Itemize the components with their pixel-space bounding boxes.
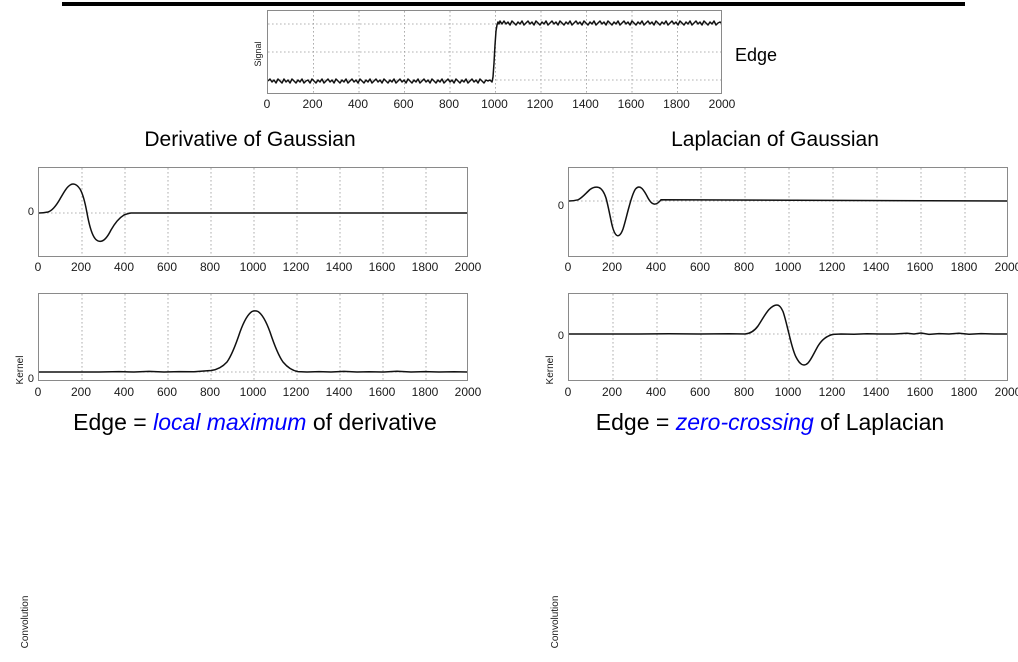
- xtick-800: 800: [199, 260, 221, 274]
- log-kernel-panel: Kernel 0 ∂2: [530, 160, 1018, 384]
- xtick-2000: 2000: [454, 385, 482, 399]
- log-convolution-y-tick-zero: 0: [557, 330, 564, 342]
- dog-convolution-plot-frame: [38, 293, 468, 381]
- xtick-800: 800: [199, 385, 221, 399]
- signal-plot-frame: [267, 10, 722, 94]
- xtick-1200: 1200: [818, 385, 846, 399]
- xtick-200: 200: [601, 260, 623, 274]
- xtick-1000: 1000: [239, 260, 267, 274]
- dog-kernel-y-tick-zero: 0: [27, 206, 34, 218]
- xtick-1200: 1200: [818, 260, 846, 274]
- dog-convolution-panel: Convolution 0 0 200 400 600 800 1000: [0, 285, 500, 648]
- xtick-1000: 1000: [774, 260, 802, 274]
- xtick-1600: 1600: [906, 260, 934, 274]
- log-kernel-plot-frame: [568, 167, 1008, 257]
- xtick-200: 200: [70, 260, 92, 274]
- xtick-1800: 1800: [950, 260, 978, 274]
- xtick-600: 600: [689, 385, 711, 399]
- signal-y-axis-label: Signal: [253, 41, 263, 67]
- left-caption-suffix: of derivative: [306, 409, 437, 435]
- xtick-600: 600: [393, 97, 414, 111]
- dog-convolution-plot-canvas: [39, 294, 467, 380]
- xtick-1000: 1000: [239, 385, 267, 399]
- xtick-1400: 1400: [572, 97, 599, 111]
- xtick-2000: 2000: [994, 260, 1018, 274]
- log-convolution-plot-frame: [568, 293, 1008, 381]
- xtick-800: 800: [733, 385, 755, 399]
- log-kernel-plot-canvas: [569, 168, 1007, 256]
- xtick-2000: 2000: [454, 260, 482, 274]
- xtick-0: 0: [263, 97, 271, 111]
- signal-plot-canvas: [268, 11, 721, 93]
- xtick-1600: 1600: [617, 97, 645, 111]
- xtick-1800: 1800: [663, 97, 690, 111]
- log-convolution-plot-canvas: [569, 294, 1007, 380]
- log-kernel-x-tick-labels: 0 200 400 600 800 1000 1200 1400 1600 18…: [564, 260, 1018, 276]
- xtick-400: 400: [113, 385, 135, 399]
- xtick-1000: 1000: [481, 97, 508, 111]
- xtick-400: 400: [347, 97, 369, 111]
- dog-kernel-panel: Kernel 0 ∂ ∂x g: [0, 160, 500, 384]
- xtick-400: 400: [645, 385, 667, 399]
- signal-x-tick-labels: 0 200 400 600 800 1000 1200 1400 1600 18…: [263, 97, 736, 113]
- log-convolution-y-axis-label: Convolution: [550, 595, 561, 649]
- right-column-heading: Laplacian of Gaussian: [671, 128, 879, 151]
- xtick-1400: 1400: [325, 385, 353, 399]
- xtick-200: 200: [70, 385, 92, 399]
- xtick-400: 400: [645, 260, 667, 274]
- xtick-1200: 1200: [282, 260, 310, 274]
- xtick-0: 0: [34, 260, 42, 274]
- xtick-0: 0: [564, 260, 572, 274]
- xtick-1800: 1800: [411, 260, 439, 274]
- xtick-1800: 1800: [411, 385, 439, 399]
- log-convolution-panel: Convolution 0 0 200 400 600 800 1000: [530, 285, 1018, 648]
- dog-kernel-plot-canvas: [39, 168, 467, 256]
- left-caption-prefix: Edge =: [73, 409, 154, 435]
- log-kernel-y-tick-zero: 0: [557, 200, 564, 212]
- xtick-1400: 1400: [325, 260, 353, 274]
- left-caption-emphasis: local maximum: [153, 409, 307, 435]
- left-column-heading: Derivative of Gaussian: [144, 128, 356, 151]
- xtick-200: 200: [601, 385, 623, 399]
- dog-kernel-x-tick-labels: 0 200 400 600 800 1000 1200 1400 1600 18…: [34, 260, 482, 276]
- xtick-0: 0: [34, 385, 42, 399]
- xtick-1800: 1800: [950, 385, 978, 399]
- signal-plot-panel: Signal 0: [0, 4, 1018, 122]
- dog-convolution-y-tick-zero: 0: [27, 373, 34, 385]
- dog-convolution-x-tick-labels: 0 200 400 600 800 1000 1200 1400 1600 18…: [34, 385, 482, 401]
- right-caption-prefix: Edge =: [595, 409, 676, 435]
- dog-kernel-plot-frame: [38, 167, 468, 257]
- xtick-2000: 2000: [994, 385, 1018, 399]
- xtick-2000: 2000: [708, 97, 736, 111]
- xtick-1400: 1400: [862, 260, 890, 274]
- xtick-1600: 1600: [368, 260, 396, 274]
- xtick-400: 400: [113, 260, 135, 274]
- xtick-1000: 1000: [774, 385, 802, 399]
- top-divider-rule: [62, 2, 965, 6]
- edge-annotation-label: Edge: [735, 45, 778, 65]
- xtick-1600: 1600: [906, 385, 934, 399]
- xtick-0: 0: [564, 385, 572, 399]
- dog-convolution-y-axis-label: Convolution: [20, 595, 31, 649]
- left-caption: Edge = local maximum of derivative: [20, 409, 490, 436]
- xtick-600: 600: [156, 260, 178, 274]
- xtick-600: 600: [156, 385, 178, 399]
- log-convolution-x-tick-labels: 0 200 400 600 800 1000 1200 1400 1600 18…: [564, 385, 1018, 401]
- xtick-800: 800: [733, 260, 755, 274]
- right-caption-suffix: of Laplacian: [813, 409, 945, 435]
- xtick-600: 600: [689, 260, 711, 274]
- xtick-1200: 1200: [526, 97, 554, 111]
- xtick-1200: 1200: [282, 385, 310, 399]
- xtick-800: 800: [438, 97, 460, 111]
- xtick-200: 200: [302, 97, 323, 111]
- right-caption: Edge = zero-crossing of Laplacian: [530, 409, 1010, 436]
- xtick-1400: 1400: [862, 385, 890, 399]
- right-caption-emphasis: zero-crossing: [675, 409, 814, 435]
- xtick-1600: 1600: [368, 385, 396, 399]
